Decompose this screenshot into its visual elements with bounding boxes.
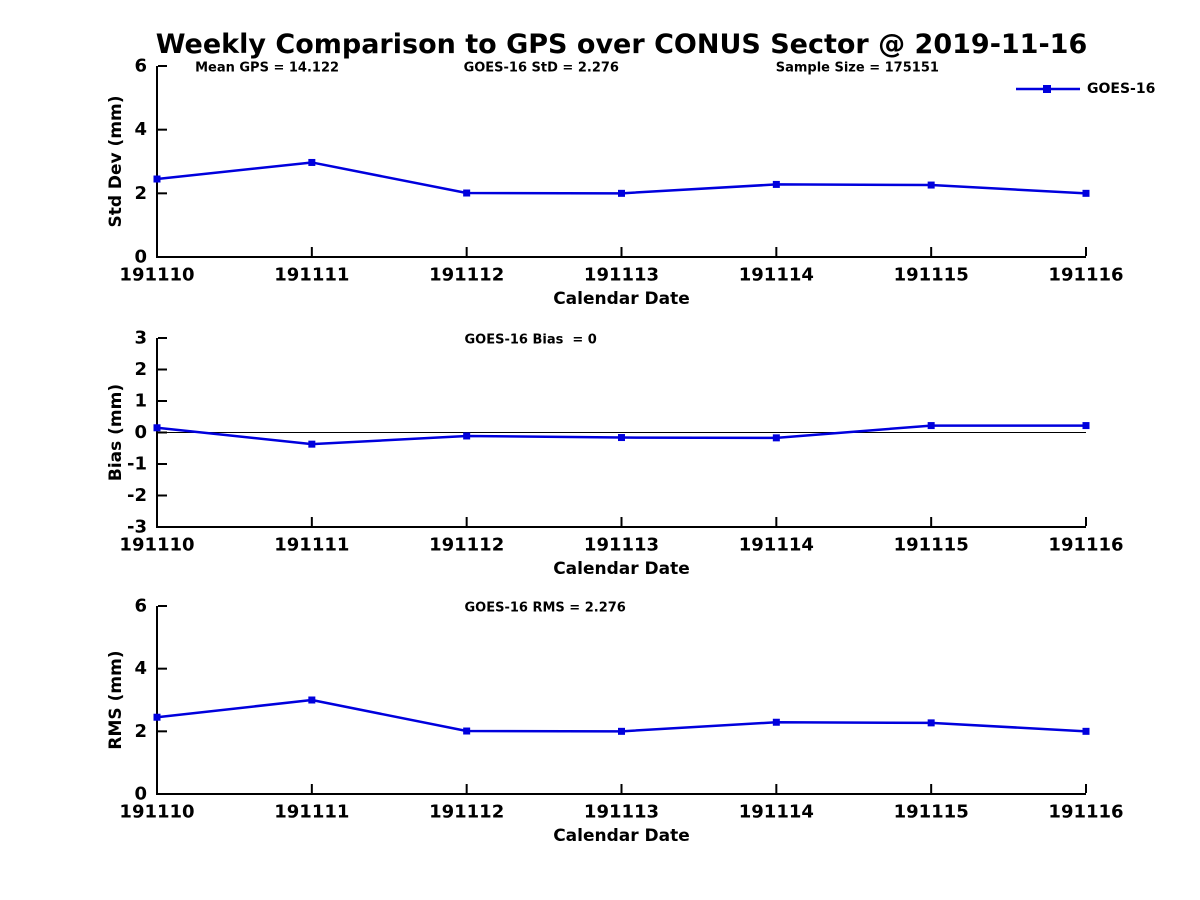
x-tick-label: 191112 xyxy=(429,535,504,556)
x-axis-title: Calendar Date xyxy=(553,289,690,309)
x-tick-label: 191114 xyxy=(739,265,814,286)
annotation-text: GOES-16 RMS = 2.276 xyxy=(464,601,625,616)
data-point-marker xyxy=(1082,189,1090,197)
x-tick-label: 191115 xyxy=(894,535,969,556)
chart-title: Weekly Comparison to GPS over CONUS Sect… xyxy=(155,29,1088,60)
x-tick-label: 191115 xyxy=(894,265,969,286)
x-tick-label: 191110 xyxy=(119,265,194,286)
x-tick-label: 191110 xyxy=(119,535,194,556)
annotation-text: Mean GPS = 14.122 xyxy=(195,61,339,76)
series-line xyxy=(156,698,1087,733)
data-point-marker xyxy=(463,727,471,735)
x-tick-label: 191116 xyxy=(1048,265,1123,286)
x-tick-label: 191112 xyxy=(429,802,504,823)
data-point-marker xyxy=(153,175,161,183)
data-point-marker xyxy=(772,180,780,188)
y-tick-label: 3 xyxy=(134,328,147,349)
data-point-marker xyxy=(153,713,161,721)
x-tick-label: 191116 xyxy=(1048,535,1123,556)
y-tick-label: -3 xyxy=(127,517,147,538)
data-point-marker xyxy=(772,718,780,726)
x-tick-label: 191113 xyxy=(584,265,659,286)
subplot-0: 0 2 4 6 191110 191111 191112 191113 191114 191115… xyxy=(106,56,1124,310)
series-line xyxy=(156,161,1087,195)
x-tick-label: 191111 xyxy=(274,265,349,286)
annotation-text: GOES-16 StD = 2.276 xyxy=(464,61,619,76)
y-tick-label: -1 xyxy=(127,454,147,475)
data-point-marker xyxy=(618,189,625,197)
y-axis-title: RMS (mm) xyxy=(106,650,126,749)
legend: GOES-16 xyxy=(1016,80,1155,97)
data-point-marker xyxy=(1082,422,1090,430)
x-tick-label: 191110 xyxy=(119,802,194,823)
x-axis-title: Calendar Date xyxy=(553,826,690,846)
x-tick-label: 191113 xyxy=(584,535,659,556)
data-point-marker xyxy=(463,432,471,440)
legend-label: GOES-16 xyxy=(1087,80,1156,97)
annotation-text: Sample Size = 175151 xyxy=(776,61,939,76)
y-axis-title: Std Dev (mm) xyxy=(106,95,126,227)
y-tick-label: 4 xyxy=(134,658,147,679)
annotation-text: GOES-16 Bias = 0 xyxy=(464,333,596,348)
y-tick-label: 6 xyxy=(134,56,147,77)
y-tick-label: 6 xyxy=(134,596,147,617)
data-point-marker xyxy=(463,189,471,197)
x-tick-label: 191116 xyxy=(1048,802,1123,823)
data-point-marker xyxy=(927,181,935,189)
y-tick-label: -2 xyxy=(127,485,147,506)
x-tick-label: 191113 xyxy=(584,802,659,823)
y-tick-label: 0 xyxy=(134,247,147,268)
data-point-marker xyxy=(772,434,780,442)
x-tick-label: 191111 xyxy=(274,802,349,823)
x-axis-title: Calendar Date xyxy=(553,559,690,579)
data-point-marker xyxy=(618,434,625,442)
x-tick-label: 191114 xyxy=(739,802,814,823)
data-point-marker xyxy=(1082,727,1090,735)
x-tick-label: 191114 xyxy=(739,535,814,556)
y-tick-label: 0 xyxy=(134,422,147,443)
data-point-marker xyxy=(618,727,625,735)
data-point-marker xyxy=(927,719,935,727)
x-tick-label: 191115 xyxy=(894,802,969,823)
y-tick-label: 2 xyxy=(134,183,147,204)
legend-line-marker-icon xyxy=(1016,84,1080,93)
y-tick-label: 4 xyxy=(134,119,147,140)
x-tick-label: 191112 xyxy=(429,265,504,286)
data-point-marker xyxy=(927,422,935,430)
x-tick-label: 191111 xyxy=(274,535,349,556)
y-tick-label: 0 xyxy=(134,784,147,805)
y-tick-label: 2 xyxy=(134,721,147,742)
data-point-marker xyxy=(153,424,161,432)
y-tick-label: 1 xyxy=(134,391,147,412)
data-point-marker xyxy=(308,158,316,166)
subplot-2: 0 2 4 6 191110 191111 191112 191113 191114 191115… xyxy=(106,596,1124,847)
data-point-marker xyxy=(308,440,316,448)
y-tick-label: 2 xyxy=(134,359,147,380)
data-point-marker xyxy=(308,696,316,704)
y-axis-title: Bias (mm) xyxy=(106,384,126,481)
subplot-1: -3 -2 -1 0 1 2 3 191110 191111 191112 191113 191114… xyxy=(106,328,1124,580)
